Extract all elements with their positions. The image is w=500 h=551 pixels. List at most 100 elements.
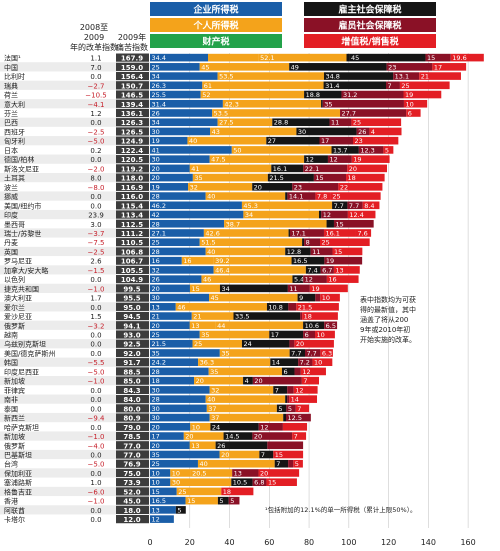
index-cell <box>116 173 149 182</box>
index-value: 91.7 <box>123 359 140 367</box>
segment-label: 20 <box>152 165 160 173</box>
bar-segment <box>266 303 289 311</box>
change-value: 0.0 <box>90 516 101 524</box>
bar-segment <box>189 164 272 173</box>
change-value: 0.0 <box>90 341 101 349</box>
row-stripe <box>0 191 150 201</box>
legend-label: 企业所得税 <box>192 4 238 16</box>
change-value: −4.1 <box>88 101 105 109</box>
bar-segment <box>267 173 314 182</box>
bar-segment <box>198 358 271 367</box>
segment-label: 43 <box>212 128 220 136</box>
index-cell <box>116 247 149 256</box>
segment-label: 20 <box>185 433 193 441</box>
segment-label: 7.4 <box>307 266 317 274</box>
segment-label: 20 <box>152 442 160 450</box>
segment-label: 17 <box>434 63 442 71</box>
legend-swatch <box>304 2 436 16</box>
row-stripe <box>0 246 150 257</box>
row-stripe <box>0 468 150 478</box>
segment-label: 16.5 <box>152 497 166 505</box>
country-label: 意大利 <box>4 100 25 109</box>
segment-label: 20.5 <box>192 469 206 477</box>
index-cell <box>116 339 149 348</box>
x-tick-label: 80 <box>304 538 314 547</box>
country-label: 比利时 <box>4 72 25 81</box>
index-header-line2: 痛苦指数 <box>116 42 148 52</box>
segment-label: 14.5 <box>225 433 239 441</box>
bar-segment <box>150 136 188 145</box>
change-value: −5.0 <box>88 138 105 146</box>
segment-label: 30 <box>152 386 160 394</box>
index-value: 77.0 <box>123 442 140 450</box>
x-tick-label: 20 <box>185 538 195 547</box>
index-header-line1: 2009年 <box>118 32 146 42</box>
change-value: 0.0 <box>90 276 101 284</box>
segment-label: 12 <box>302 368 310 376</box>
segment-label: 10.8 <box>268 303 282 311</box>
country-label: 泰国 <box>4 404 18 413</box>
segment-label: 7.6 <box>357 229 367 237</box>
segment-label: 31.4 <box>325 82 339 90</box>
bar-segment <box>323 81 387 90</box>
segment-label: 15 <box>335 220 343 228</box>
country-label: 法国¹ <box>4 54 21 63</box>
index-value: 18.0 <box>123 507 140 515</box>
bar-segment <box>330 192 381 200</box>
segment-label: 30 <box>152 414 160 422</box>
segment-label: 6.8 <box>254 479 264 487</box>
segment-label: 28 <box>152 396 160 404</box>
segment-label: 9 <box>299 294 303 302</box>
segment-label: 21 <box>193 313 201 321</box>
annotation-line: 9年或2010年初 <box>360 325 410 334</box>
segment-label: 30 <box>152 128 160 136</box>
segment-label: 34 <box>152 119 160 127</box>
bar-segment <box>176 487 222 496</box>
bar-segment <box>202 81 324 90</box>
segment-label: 12 <box>295 386 303 394</box>
bar-segment <box>190 423 211 431</box>
segment-label: 42.6 <box>205 229 219 237</box>
country-label: 加拿大/安大略 <box>4 266 48 275</box>
index-value: 105.5 <box>121 267 143 275</box>
row-stripe <box>0 228 150 238</box>
index-cell <box>116 127 149 136</box>
segment-label: 53.5 <box>219 73 233 81</box>
segment-label: 17 <box>271 331 279 339</box>
bar-segment <box>197 459 275 468</box>
index-value: 139.4 <box>121 101 143 109</box>
index-cell <box>116 191 149 201</box>
segment-label: 12 <box>306 156 314 164</box>
segment-label: 35 <box>194 174 202 182</box>
bar-segment <box>320 349 333 357</box>
segment-label: 30 <box>298 128 306 136</box>
bar-segment <box>150 432 184 440</box>
segment-label: 31.4 <box>152 100 166 108</box>
bar-segment <box>150 192 206 200</box>
bar-segment <box>333 266 360 274</box>
index-value: 106.8 <box>121 248 143 256</box>
bar-segment <box>271 164 304 173</box>
bar-segment <box>289 229 324 237</box>
change-header-line3: 年的改革指数 <box>70 42 118 52</box>
bar-segment <box>285 413 311 422</box>
legend-swatch <box>150 18 282 32</box>
segment-label: 5 <box>219 497 223 505</box>
index-value: 136.1 <box>121 110 143 118</box>
change-value: 0.0 <box>90 304 101 312</box>
bar-segment <box>338 183 383 191</box>
legend-label: 雇员社会保障税 <box>338 20 401 32</box>
bar-segment <box>205 395 286 403</box>
bar-segment <box>258 469 300 477</box>
bar-segment <box>150 339 193 348</box>
row-stripe <box>0 172 150 183</box>
country-label: 澳大利亚 <box>4 294 32 303</box>
change-value: 0.0 <box>90 396 101 404</box>
index-cell <box>116 201 149 210</box>
bar-segment <box>150 450 220 459</box>
change-value: 2.6 <box>90 258 102 266</box>
segment-label: 34.4 <box>152 54 166 62</box>
change-value: 1.5 <box>90 313 101 321</box>
country-label: 土耳其 <box>4 174 25 183</box>
bar-segment <box>208 367 282 376</box>
